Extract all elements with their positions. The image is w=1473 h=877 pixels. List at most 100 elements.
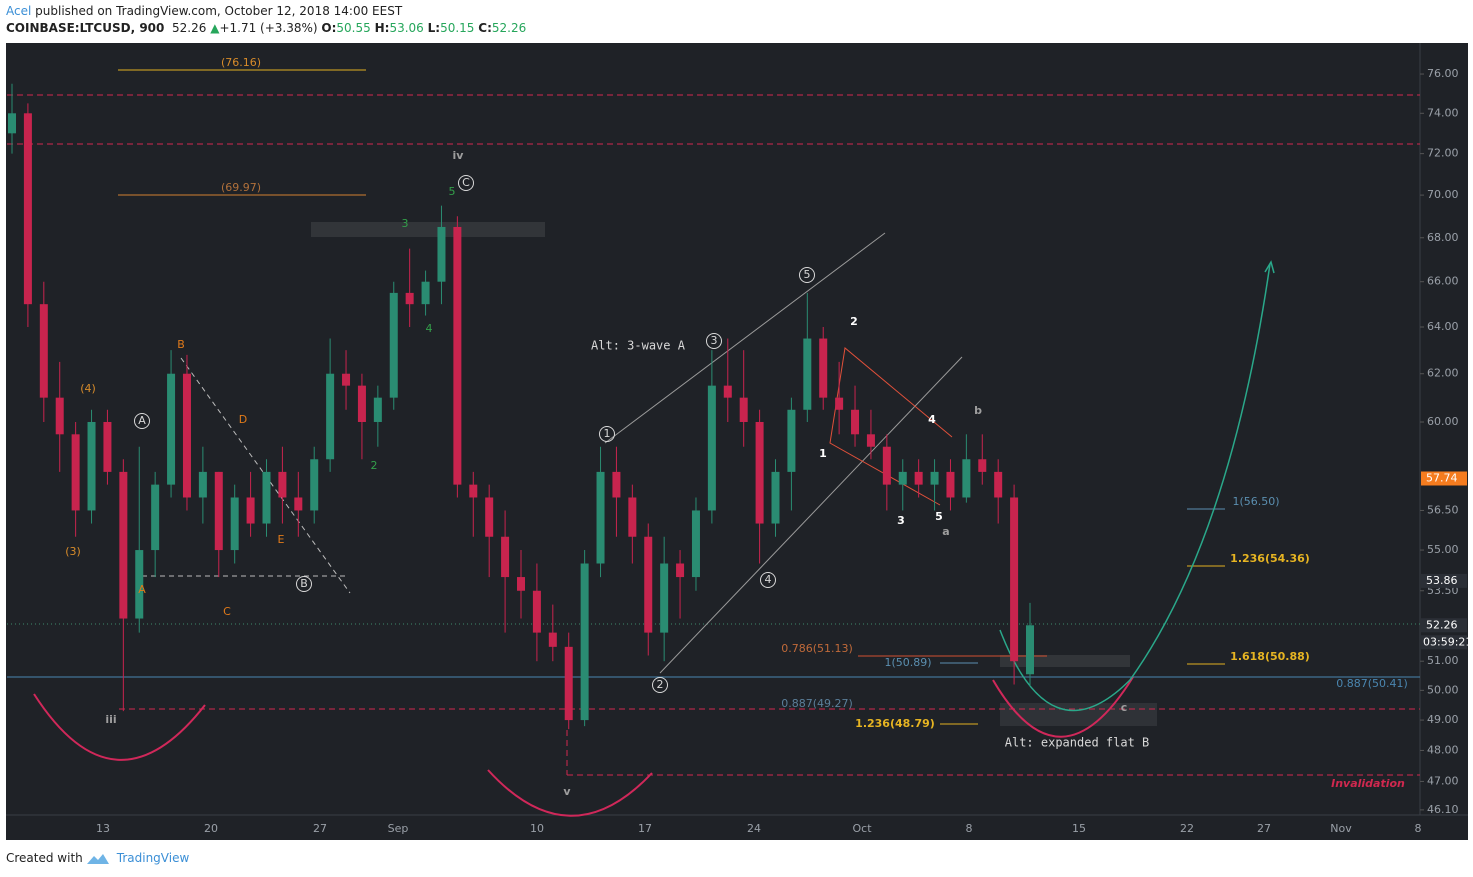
annotation: 2 <box>850 315 858 328</box>
annotation: C <box>223 605 231 618</box>
o-label: O: <box>321 21 337 35</box>
candle-body <box>739 397 748 422</box>
zone <box>1000 655 1130 667</box>
annotation: 3 <box>711 334 718 347</box>
candle-body <box>230 497 239 551</box>
candle-body <box>580 563 589 721</box>
header: Acel published on TradingView.com, Octob… <box>6 3 526 37</box>
annotation: c <box>1121 701 1128 714</box>
candle-body <box>8 113 16 134</box>
candle-body <box>628 497 637 537</box>
y-tick-label: 50.00 <box>1427 683 1459 696</box>
author[interactable]: Acel <box>6 4 32 18</box>
candle-body <box>882 446 891 485</box>
x-tick-label: 8 <box>1415 822 1422 835</box>
candle-body <box>532 590 541 633</box>
candle-body <box>803 338 812 410</box>
annotation: (3) <box>65 545 81 558</box>
arc <box>33 693 206 761</box>
candle-body <box>262 471 271 524</box>
candle-body <box>978 459 987 472</box>
candle-body <box>437 226 446 282</box>
panel <box>6 43 1468 840</box>
x-tick-label: 8 <box>966 822 973 835</box>
candle-body <box>421 281 430 305</box>
candle-body <box>278 471 287 498</box>
candle-body <box>357 385 366 422</box>
candle-body <box>151 484 160 551</box>
annotation: 0.786(51.13) <box>781 642 853 655</box>
wave-circle <box>458 175 474 191</box>
arrowhead <box>1264 260 1275 274</box>
candle-body <box>564 646 573 721</box>
candle-body <box>691 510 700 578</box>
y-tick-label: 49.00 <box>1427 713 1459 726</box>
candle-body <box>755 421 764 524</box>
l-label: L: <box>427 21 441 35</box>
zone <box>1000 703 1157 726</box>
candle-body <box>866 434 875 447</box>
projection <box>999 263 1271 712</box>
candle-body <box>469 484 478 498</box>
candle-body <box>71 434 80 511</box>
candle-body <box>310 459 319 511</box>
annotation: 5 <box>449 185 456 198</box>
annotation: (69.97) <box>221 181 261 194</box>
annotation: B <box>177 338 185 351</box>
candle-body <box>1010 497 1019 662</box>
x-tick-label: Nov <box>1330 822 1352 835</box>
wave-circle <box>799 267 815 283</box>
h-label: H: <box>374 21 390 35</box>
y-tick-label: 64.00 <box>1427 320 1459 333</box>
candle-body <box>294 497 303 511</box>
candle-body <box>214 471 223 551</box>
candle-body <box>946 471 955 498</box>
wave-circle <box>134 413 150 429</box>
annotation: E <box>278 533 285 546</box>
x-tick-label: 27 <box>1257 822 1271 835</box>
y-tick-label: 47.00 <box>1427 774 1459 787</box>
candle-body <box>501 536 510 578</box>
x-tick-label: 17 <box>638 822 652 835</box>
wave-circle <box>599 426 615 442</box>
candle-body <box>612 471 621 498</box>
channel-line <box>604 232 886 444</box>
last: 52.26 <box>172 21 207 35</box>
candle-body <box>182 373 191 498</box>
x-tick-label: 20 <box>204 822 218 835</box>
y-tick-label: 74.00 <box>1427 106 1459 119</box>
x-tick-label: 22 <box>1180 822 1194 835</box>
annotation: (76.16) <box>221 56 261 69</box>
y-tick-label: 62.00 <box>1427 367 1459 380</box>
x-tick-label: Sep <box>388 822 409 835</box>
c-label: C: <box>478 21 492 35</box>
candle-body <box>771 471 780 524</box>
arc <box>487 769 653 817</box>
footer: Created with TradingView <box>6 851 189 865</box>
annotation: b <box>974 404 982 417</box>
annotation: 1(56.50) <box>1232 495 1279 508</box>
logo <box>87 854 109 864</box>
candle-body <box>898 471 907 485</box>
y-tick-label: 60.00 <box>1427 415 1459 428</box>
y-tick-label: 66.00 <box>1427 275 1459 288</box>
annotation: v <box>563 785 571 798</box>
published: published on TradingView.com, October 12… <box>35 4 403 18</box>
x-tick-label: Oct <box>852 822 872 835</box>
candle-body <box>198 471 207 498</box>
price-marker-label: 57.74 <box>1426 472 1458 485</box>
wave-circle <box>760 572 776 588</box>
x-tick-label: 24 <box>747 822 761 835</box>
candle-body <box>135 550 144 619</box>
candle-body <box>246 497 255 524</box>
candle-body <box>103 421 112 472</box>
countdown: 03:59:21 <box>1423 635 1472 648</box>
wave-circle <box>296 576 312 592</box>
brand[interactable]: TradingView <box>116 851 190 865</box>
y-tick-label: 76.00 <box>1427 67 1459 80</box>
o: 50.55 <box>336 21 371 35</box>
candle-body <box>1026 625 1034 675</box>
annotation: (4) <box>80 382 96 395</box>
candle-body <box>707 385 716 511</box>
arc <box>992 676 1134 738</box>
